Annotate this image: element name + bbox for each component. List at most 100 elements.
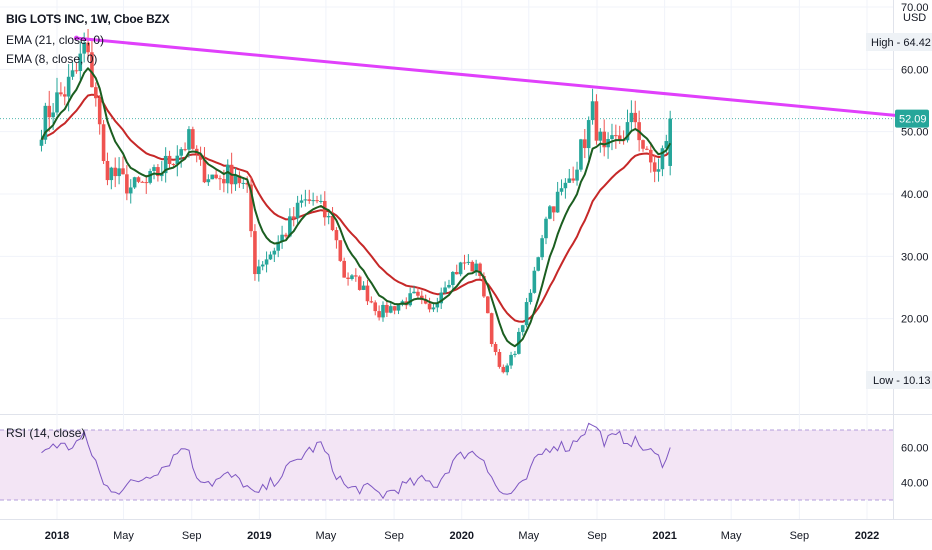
candle [225,159,230,194]
candle [474,259,478,276]
candle [524,297,529,328]
candle [86,29,90,59]
candle [373,300,378,316]
candle [439,287,444,310]
candle [47,90,52,132]
candle [105,152,110,186]
candle [113,157,118,188]
candle [167,150,172,170]
rsi-tick-label: 60.00 [901,443,929,455]
candle [291,207,296,227]
candle [656,158,661,182]
candle [117,157,121,185]
candle [307,189,312,204]
candle [594,94,599,145]
candle [392,305,397,315]
candle [140,180,145,183]
candle [532,266,537,294]
candle [606,132,610,159]
time-tick-label: May [518,530,539,542]
price-tick-label: 40.00 [901,189,929,201]
candle [466,254,471,265]
candle [598,128,603,153]
candle [152,164,156,180]
candle [303,189,308,207]
candle [78,41,83,80]
candle [548,205,552,220]
candle [610,123,614,151]
candle [43,102,48,144]
candle [90,39,94,88]
candle [163,147,168,183]
candle [62,86,67,106]
rsi-legend[interactable]: RSI (14, close) [6,426,86,440]
candle [365,279,370,306]
candle [396,303,401,315]
candle [280,225,284,249]
candle [260,261,265,271]
price-axis[interactable]: 20.00 30.00 40.00 50.00 60.00 70.00 40.00 60.00 [901,2,929,490]
candle [451,271,455,292]
candle [121,156,125,175]
candle [641,139,645,152]
candle [237,171,242,188]
candle [330,207,335,232]
candle [257,259,261,282]
candle [652,154,657,183]
candle [590,88,595,125]
candle [159,161,164,182]
candle [388,302,393,314]
candle [462,254,467,270]
candle [571,166,575,184]
candle [148,168,152,185]
candle [501,364,506,374]
candle [136,176,141,184]
trendline-anchor [73,35,79,41]
rsi-tick-label: 40.00 [901,478,929,490]
time-tick-label: Sep [587,530,607,542]
low-badge: Low - 10.13 [866,371,932,389]
candle [39,129,44,152]
time-tick-label: Sep [790,530,810,542]
candle [443,281,447,294]
candle [377,305,381,321]
low-badge-text: Low - 10.13 [873,375,930,387]
candle [74,62,79,74]
resistance-trendline[interactable] [73,35,905,118]
candle [191,126,195,150]
time-axis[interactable]: 2018 May Sep 2019 May Sep 2020 May Sep 2021 May Sep… [45,530,879,542]
candle [319,194,323,204]
candle [198,146,203,166]
candle [295,195,300,226]
candle [505,363,509,376]
candle [70,62,75,80]
candle [520,324,525,336]
candle [633,100,638,129]
candle [412,285,416,294]
time-tick-label: 2022 [855,530,879,542]
time-tick-label: 2019 [247,530,271,542]
candle [350,274,354,281]
candle [551,206,556,222]
ema-21-legend[interactable]: EMA (21, close, 0) [6,33,105,47]
candle [175,145,180,177]
ema-8-path [40,67,672,348]
candle [420,290,424,305]
candle [447,279,451,289]
candle [648,142,653,173]
time-tick-label: Sep [384,530,404,542]
price-tick-label: 30.00 [901,251,929,263]
candle [559,179,564,196]
ema-8-legend[interactable]: EMA (8, close, 0) [6,52,98,66]
candle [338,240,343,262]
chart-title: BIG LOTS INC, 1W, Cboe BZX [6,12,170,26]
candle [579,138,583,172]
candlesticks [39,29,672,376]
candle [583,128,587,159]
rsi-pane [0,422,893,501]
price-tick-label: 50.00 [901,127,929,139]
candle [629,100,634,132]
candle [369,296,374,304]
time-tick-label: Sep [182,530,202,542]
